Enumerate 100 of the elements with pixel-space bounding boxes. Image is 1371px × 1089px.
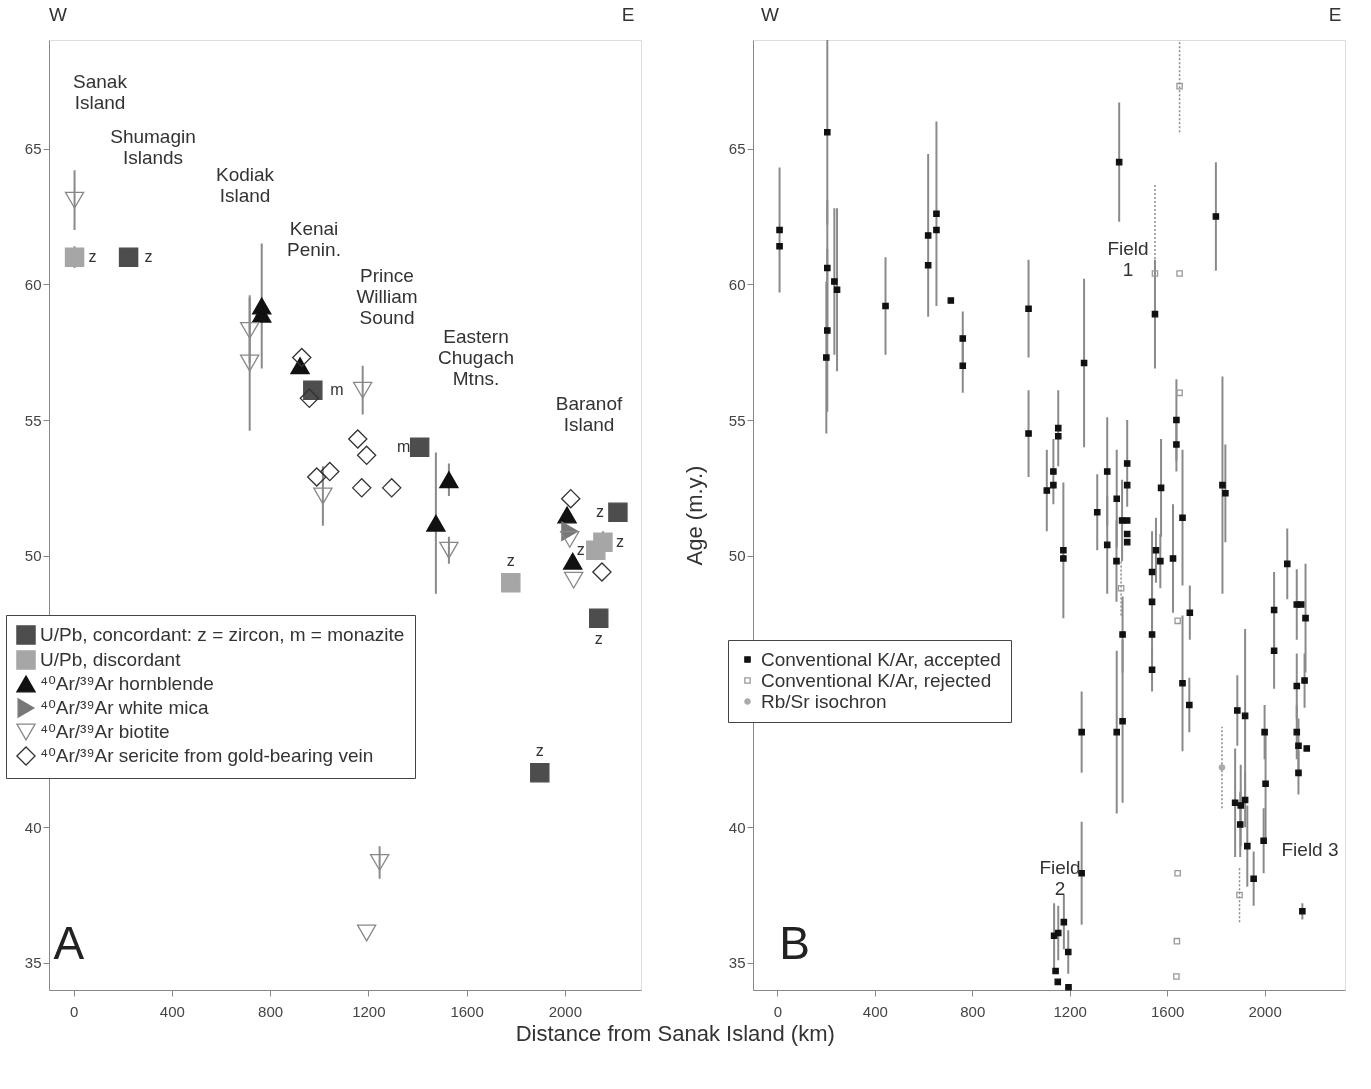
y-tick-label: 35: [728, 954, 746, 972]
annotation: Field 3: [1281, 839, 1339, 860]
y-tick-label: 60: [728, 275, 746, 293]
y-tick-label: 40: [728, 818, 746, 836]
text: W: [761, 4, 780, 25]
annotation: m: [330, 381, 344, 399]
point: [530, 763, 550, 783]
annotation: z: [595, 503, 604, 521]
annotation: z: [615, 533, 624, 551]
point: [239, 321, 260, 339]
annotation: Field 1: [1107, 238, 1149, 280]
text: W: [49, 4, 68, 25]
point: [118, 247, 139, 267]
point: [557, 506, 577, 524]
y-tick-label: 50: [728, 547, 746, 565]
point: [501, 573, 521, 593]
point: [439, 471, 459, 489]
annotation: Kodiak Island: [215, 164, 275, 206]
legend-label: U/Pb, concordant: z = zircon, m = monazite: [40, 624, 405, 645]
point: [426, 514, 446, 532]
text: A: [53, 917, 85, 969]
annotation: Baranof Island: [555, 393, 623, 435]
legend-label: Rb/Sr isochron: [761, 690, 887, 712]
point: [561, 488, 581, 509]
legend-label: ⁴⁰Ar/³⁹Ar sericite from gold-bearing vein: [40, 745, 374, 766]
annotation: Eastern Chugach Mtns.: [437, 326, 515, 389]
x-tick-label: 1600: [1150, 1002, 1185, 1020]
point: [1176, 389, 1183, 397]
legend-label: ⁴⁰Ar/³⁹Ar biotite: [40, 721, 170, 742]
legend-label: ⁴⁰Ar/³⁹Ar white mica: [40, 697, 209, 718]
x-tick-label: 0: [773, 1002, 783, 1020]
point: [586, 540, 606, 561]
x-tick-label: 1200: [352, 1002, 386, 1020]
point: [1174, 869, 1181, 877]
point: [563, 571, 584, 589]
point: [356, 445, 377, 466]
point: [1176, 270, 1183, 277]
point: [239, 354, 260, 372]
x-tick-label: 800: [960, 1002, 986, 1020]
y-tick-label: 35: [24, 954, 42, 972]
point: [560, 530, 580, 548]
point: [1173, 937, 1181, 945]
y-tick-label: 65: [24, 140, 42, 158]
legend-label: ⁴⁰Ar/³⁹Ar hornblende: [40, 673, 214, 694]
annotation: m: [397, 438, 411, 456]
annotation: Kenai Penin.: [287, 218, 341, 260]
point: [1236, 891, 1243, 899]
annotation: Sanak Island: [73, 71, 128, 113]
point: [1151, 270, 1159, 277]
point: [307, 467, 327, 487]
annotation: z: [535, 741, 544, 759]
x-tick-label: 2000: [548, 1002, 583, 1020]
annotation: z: [88, 248, 97, 266]
point: [439, 541, 459, 559]
x-tick-label: 400: [862, 1002, 888, 1020]
point: [1173, 973, 1180, 980]
point: [348, 429, 368, 449]
text: E: [1328, 4, 1342, 25]
legend-label: U/Pb, discordant: [40, 649, 182, 670]
legend-label: Conventional K/Ar, rejected: [761, 669, 992, 691]
y-tick-label: 55: [728, 411, 746, 429]
point: [313, 487, 333, 505]
point: [409, 437, 430, 457]
y-tick-label: 40: [24, 818, 42, 836]
point: [592, 562, 612, 582]
point: [1174, 617, 1181, 625]
annotation: z: [506, 551, 515, 569]
y-tick-label: 55: [24, 411, 42, 429]
x-tick-label: 800: [258, 1002, 284, 1020]
point: [320, 461, 340, 482]
legend-label: Conventional K/Ar, accepted: [761, 648, 1001, 670]
text: E: [621, 4, 635, 25]
y-tick-label: 60: [24, 275, 42, 293]
y-axis-title: Age (m.y.): [681, 465, 707, 566]
x-axis-title: Distance from Sanak Island (km): [515, 1020, 835, 1046]
annotation: z: [594, 630, 603, 648]
point: [608, 502, 628, 523]
point: [352, 381, 373, 399]
point: [290, 357, 310, 375]
text: B: [779, 917, 810, 969]
point: [1218, 764, 1226, 771]
point: [64, 247, 85, 267]
point: [381, 478, 402, 498]
point: [64, 191, 85, 209]
point: [1117, 584, 1125, 592]
point: [356, 924, 377, 942]
x-tick-label: 2000: [1248, 1002, 1282, 1020]
point: [351, 478, 372, 498]
y-tick-label: 50: [24, 547, 42, 565]
annotation: Shumagin Islands: [110, 126, 196, 168]
point: [292, 347, 312, 368]
x-tick-label: 400: [159, 1002, 185, 1020]
point: [369, 853, 390, 871]
annotation: Prince William Sound: [356, 265, 418, 328]
point: [299, 388, 320, 409]
annotation: Field 2: [1039, 857, 1081, 899]
annotation: z: [144, 248, 153, 266]
point: [589, 608, 609, 628]
y-tick-label: 65: [728, 140, 746, 158]
x-tick-label: 1200: [1053, 1002, 1087, 1020]
